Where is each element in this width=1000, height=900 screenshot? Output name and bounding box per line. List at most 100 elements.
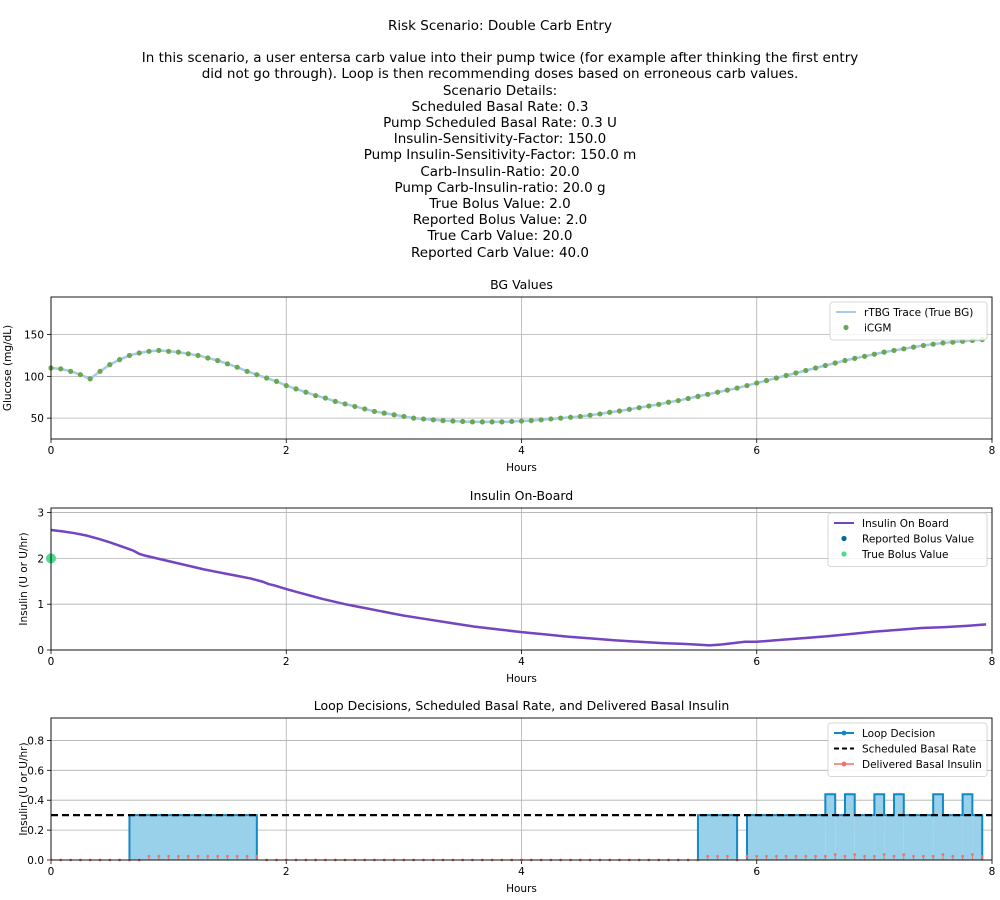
icgm-point <box>528 418 534 424</box>
icgm-point <box>665 399 672 405</box>
delivered-basal-point <box>980 854 984 858</box>
legend-label: rTBG Trace (True BG) <box>864 307 973 319</box>
icgm-point <box>234 364 240 370</box>
icgm-point <box>401 413 407 420</box>
delivered-basal-point <box>226 854 229 858</box>
delivered-basal-point <box>902 853 906 856</box>
x-tick-label: 2 <box>283 656 290 668</box>
icgm-point <box>822 362 828 369</box>
y-tick-label: 0.8 <box>27 735 44 747</box>
detail-isf: Insulin-Sensitivity-Factor: 150.0 <box>393 131 607 148</box>
detail-reported-bolus: Reported Bolus Value: 2.0 <box>412 212 588 229</box>
icgm-point <box>391 412 397 418</box>
icgm-point <box>146 348 152 354</box>
x-tick-label: 2 <box>283 866 290 878</box>
delivered-basal-point <box>872 854 876 858</box>
icgm-point <box>675 397 681 404</box>
icgm-point <box>126 352 133 359</box>
icgm-point <box>548 416 554 422</box>
icgm-point <box>695 393 701 399</box>
delivered-basal-point <box>725 854 729 858</box>
x-tick-label: 8 <box>989 445 996 457</box>
delivered-basal-point <box>961 854 964 858</box>
icgm-point <box>901 346 907 352</box>
legend-box <box>829 301 988 341</box>
legend-label: iCGM <box>864 322 891 334</box>
icgm-point <box>244 368 250 374</box>
icgm-point <box>881 349 887 355</box>
legend-swatch-marker <box>841 761 847 767</box>
detail-true-carb: True Carb Value: 20.0 <box>427 228 573 245</box>
axes-frame <box>50 507 993 651</box>
legend-label: Scheduled Basal Rate <box>862 743 976 755</box>
delivered-basal-point <box>843 854 847 858</box>
delivered-basal-point <box>167 854 171 858</box>
icgm-point <box>558 415 564 421</box>
delivered-basal-point <box>863 854 867 858</box>
icgm-point <box>460 418 466 425</box>
icgm-point <box>136 350 142 356</box>
y-tick-label: 0.6 <box>27 765 44 777</box>
delivered-basal-point <box>853 853 857 856</box>
chart-title: BG Values <box>490 277 553 292</box>
icgm-point <box>175 349 181 355</box>
x-axis-label: Hours <box>506 462 537 474</box>
icgm-point <box>646 403 652 409</box>
y-axis-label: Insulin (U or U/hr) <box>18 532 30 625</box>
x-tick-label: 0 <box>48 866 55 878</box>
icgm-point <box>332 398 338 405</box>
icgm-point <box>185 351 191 357</box>
legend: Insulin On Board Reported Bolus Value True… <box>827 512 988 567</box>
icgm-point <box>166 348 172 354</box>
y-tick-label: 0.0 <box>27 855 44 867</box>
delivered-basal-point <box>931 854 935 858</box>
legend-swatch-marker <box>841 551 847 557</box>
x-tick-label: 6 <box>753 656 760 668</box>
detail-cir: Carb-Insulin-Ratio: 20.0 <box>420 163 580 180</box>
icgm-point <box>303 389 309 395</box>
delivered-basal-point <box>774 854 778 858</box>
icgm-point <box>803 367 809 374</box>
delivered-basal-point <box>951 854 955 858</box>
loop-decision-fill <box>129 815 257 860</box>
y-tick-label: 50 <box>31 413 44 425</box>
x-tick-label: 0 <box>48 445 55 457</box>
chart-1: 0 2 4 6 8 50 100 150 BG Values Hours Glucose (mg/d… <box>2 277 995 474</box>
icgm-point <box>68 368 74 374</box>
icgm-point <box>862 353 868 359</box>
icgm-point <box>273 378 280 384</box>
icgm-point <box>224 361 231 367</box>
icgm-point <box>254 372 260 378</box>
icgm-point <box>724 387 730 393</box>
details-heading: Scenario Details: <box>442 82 558 99</box>
loop-decision-fill <box>825 794 836 860</box>
icgm-point <box>371 408 378 415</box>
delivered-basal-point <box>206 854 210 858</box>
legend: rTBG Trace (True BG) iCGM <box>829 301 988 341</box>
y-tick-label: 0 <box>37 645 44 657</box>
y-tick-label: 150 <box>24 330 44 342</box>
icgm-point <box>107 362 113 368</box>
legend-label: Insulin On Board <box>862 518 949 530</box>
delivered-basal-point <box>912 854 915 858</box>
icgm-point <box>313 392 319 399</box>
rtbg-trace-line <box>50 338 983 424</box>
legend-label: True Bolus Value <box>861 549 948 561</box>
y-axis-label: Insulin (U or U/hr) <box>18 742 30 835</box>
icgm-point <box>656 401 662 407</box>
delivered-basal-point <box>814 854 817 858</box>
x-tick-label: 0 <box>48 656 55 668</box>
delivered-basal-point <box>235 854 239 858</box>
loop-decision-line <box>128 814 258 860</box>
chart-2: 0 2 4 6 8 0 1 2 3 Insulin On-Board Hours Insulin (U… <box>18 488 995 685</box>
y-axis-label: Glucose (mg/dL) <box>2 325 14 411</box>
icgm-point <box>283 382 289 389</box>
icgm-point <box>577 413 583 420</box>
y-tick-label: 2 <box>37 553 44 565</box>
loop-decision-fill <box>962 794 973 860</box>
scenario-title: Risk Scenario: Double Carb Entry <box>388 18 612 34</box>
legend-swatch-marker <box>841 535 847 542</box>
x-axis-label: Hours <box>506 883 537 895</box>
x-tick-label: 6 <box>753 866 760 878</box>
icgm-point <box>626 406 632 412</box>
